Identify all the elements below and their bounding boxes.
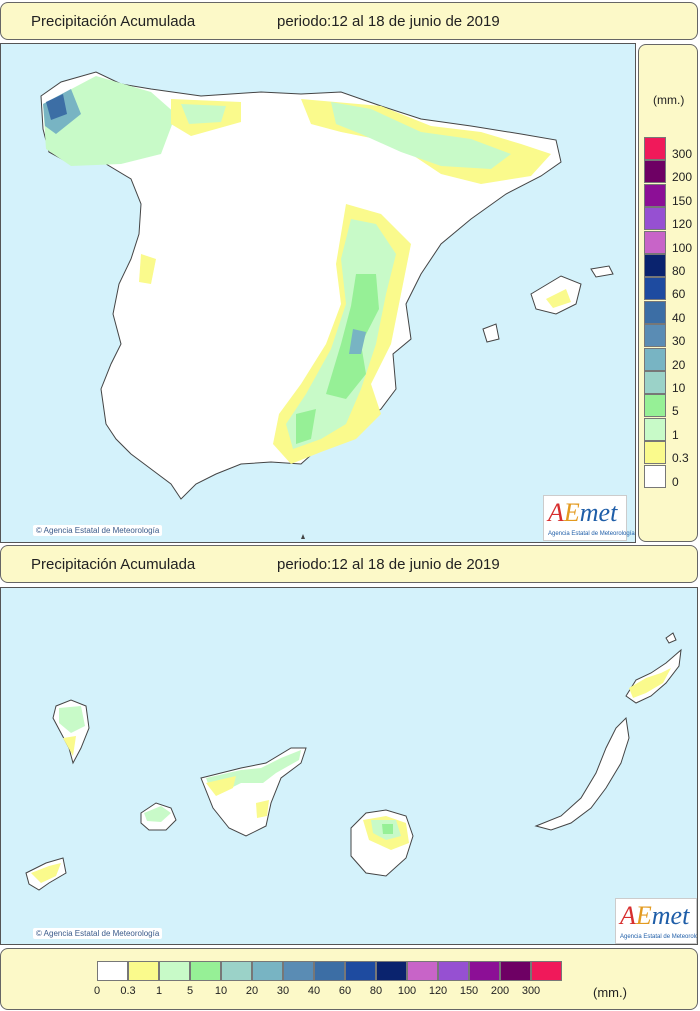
legend-label: 150 xyxy=(459,985,479,997)
fuerteventura xyxy=(534,716,630,831)
horizontal-legend: 0 0.3 1 5 10 20 30 40 60 80 100 120 150 200 300 (mm.) xyxy=(0,948,698,1010)
legend-swatch xyxy=(345,961,376,981)
legend-swatch xyxy=(644,160,666,184)
legend-swatch xyxy=(500,961,531,981)
legend-units: (mm.) xyxy=(653,93,685,107)
map-title: Precipitación Acumulada xyxy=(31,556,196,573)
credit-text: © Agencia Estatal de Meteorología xyxy=(33,525,163,536)
legend-swatch xyxy=(644,277,666,301)
peninsula-map: © Agencia Estatal de Meteorología AEmet … xyxy=(0,43,636,543)
bottom-title-bar: Precipitación Acumulada periodo:12 al 18… xyxy=(0,545,698,583)
map-period: periodo:12 al 18 de junio de 2019 xyxy=(277,556,500,573)
legend-swatch xyxy=(438,961,469,981)
legend-label: 100 xyxy=(397,985,417,997)
vertical-legend: (mm.) 0 0.3 1 5 10 20 30 40 60 80 100 120 150 200 300 xyxy=(638,44,698,542)
legend-label: 20 xyxy=(672,357,686,372)
legend-swatch xyxy=(644,254,666,277)
legend-units: (mm.) xyxy=(593,985,627,1000)
legend-swatch xyxy=(644,441,666,465)
ibiza xyxy=(482,323,500,343)
legend-swatch xyxy=(159,961,190,981)
legend-swatch xyxy=(376,961,407,981)
legend-label: 30 xyxy=(672,334,686,349)
aemet-logo: AEmet Agencia Estatal de Meteorología xyxy=(615,898,697,944)
legend-swatch xyxy=(644,324,666,348)
legend-label: 0 xyxy=(93,985,101,997)
legend-label: 1 xyxy=(155,985,163,997)
legend-label: 100 xyxy=(672,240,693,255)
legend-label: 20 xyxy=(245,985,259,997)
legend-label: 80 xyxy=(369,985,383,997)
canary-map: © Agencia Estatal de Meteorología AEmet … xyxy=(0,587,698,945)
map-title: Precipitación Acumulada xyxy=(31,13,196,30)
legend-label: 300 xyxy=(521,985,541,997)
legend-label: 5 xyxy=(186,985,194,997)
legend-swatch xyxy=(407,961,438,981)
legend-swatch xyxy=(221,961,252,981)
legend-swatch xyxy=(644,417,666,441)
legend-swatch xyxy=(469,961,500,981)
legend-label: 0 xyxy=(672,474,679,489)
legend-label: 30 xyxy=(276,985,290,997)
legend-label: 60 xyxy=(338,985,352,997)
legend-swatch xyxy=(531,961,562,981)
legend-label: 120 xyxy=(428,985,448,997)
legend-swatch xyxy=(644,207,666,231)
legend-label: 40 xyxy=(307,985,321,997)
legend-label: 0.3 xyxy=(672,451,689,466)
credit-text: © Agencia Estatal de Meteorología xyxy=(33,928,163,939)
legend-swatch xyxy=(644,464,666,488)
legend-swatch xyxy=(97,961,128,981)
legend-swatch xyxy=(190,961,221,981)
legend-swatch xyxy=(644,183,666,207)
legend-swatch xyxy=(644,230,666,254)
legend-label: 300 xyxy=(672,147,693,161)
legend-label: 120 xyxy=(672,217,693,232)
menorca xyxy=(590,265,614,278)
legend-label: 60 xyxy=(672,287,686,302)
top-title-bar: Precipitación Acumulada periodo:12 al 18… xyxy=(0,2,698,40)
legend-swatch xyxy=(644,347,666,371)
legend-label: 200 xyxy=(672,170,693,185)
legend-label: 80 xyxy=(672,264,686,278)
legend-swatch xyxy=(644,394,666,418)
legend-label: 40 xyxy=(672,310,686,325)
legend-swatch xyxy=(128,961,159,981)
legend-swatch xyxy=(644,371,666,394)
aemet-logo: AEmet Agencia Estatal de Meteorología xyxy=(543,495,635,541)
legend-label: 5 xyxy=(672,404,679,419)
legend-label: 1 xyxy=(672,427,679,442)
map-period: periodo:12 al 18 de junio de 2019 xyxy=(277,13,500,30)
legend-label: 10 xyxy=(672,381,686,395)
legend-swatch xyxy=(644,137,666,160)
legend-swatch xyxy=(314,961,345,981)
legend-label: 200 xyxy=(490,985,510,997)
legend-swatch xyxy=(252,961,283,981)
legend-label: 10 xyxy=(214,985,228,997)
legend-label: 0.3 xyxy=(120,985,136,997)
legend-label: 150 xyxy=(672,193,693,208)
legend-swatch xyxy=(644,300,666,324)
legend-swatch xyxy=(283,961,314,981)
